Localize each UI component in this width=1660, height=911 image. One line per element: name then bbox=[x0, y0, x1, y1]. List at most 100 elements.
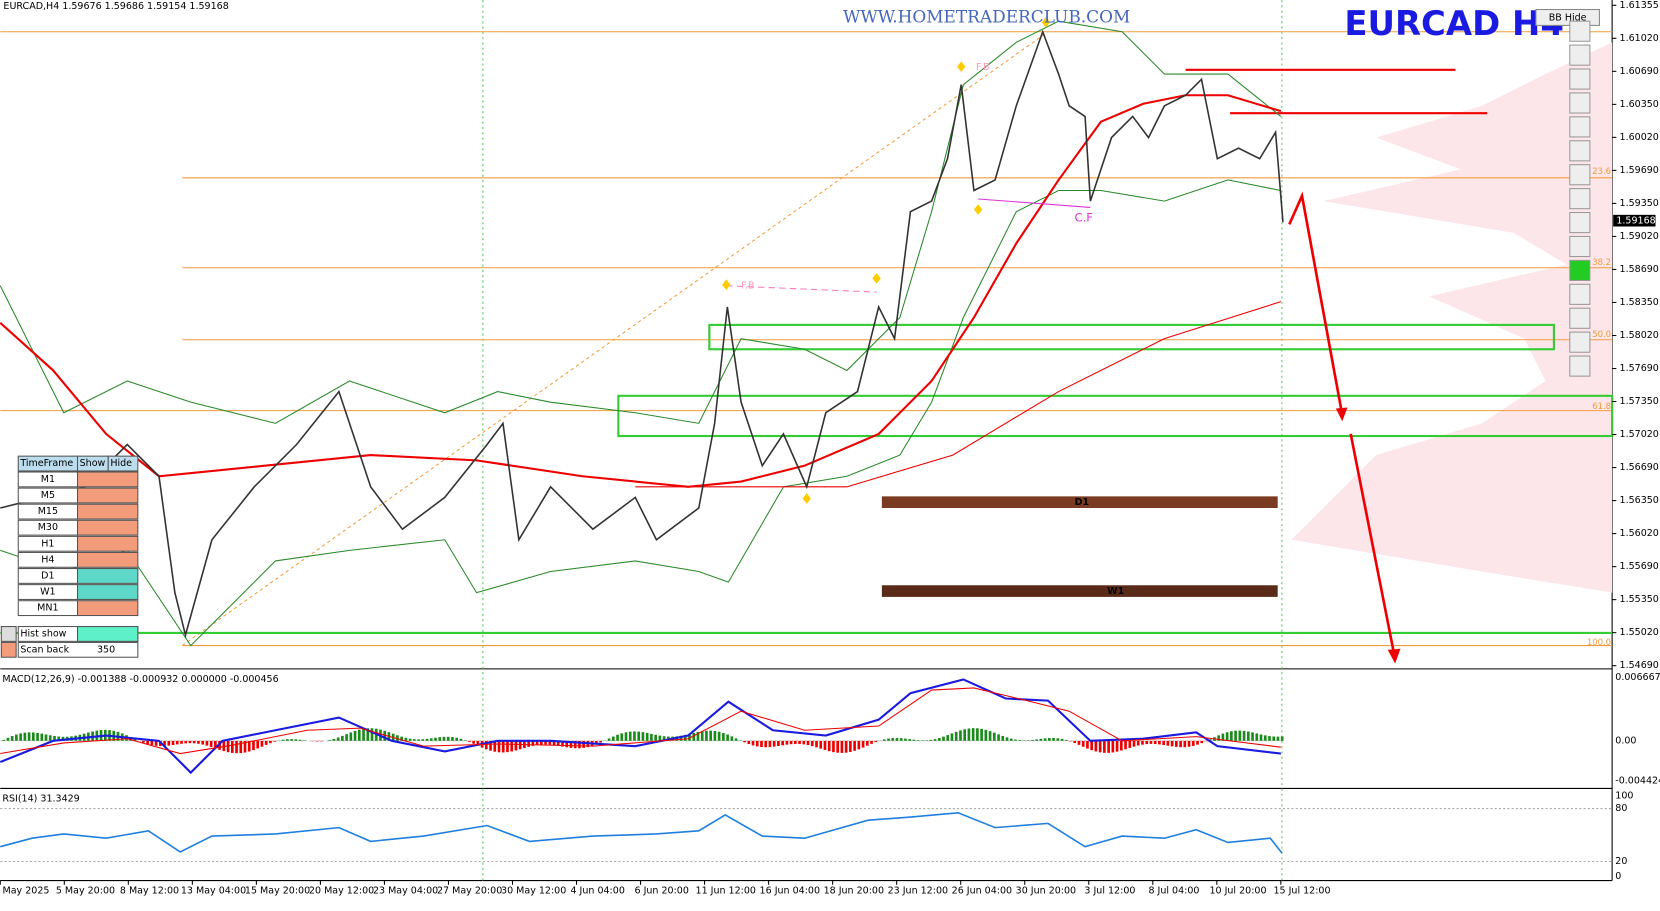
histogram-bar bbox=[32, 732, 35, 740]
timeframe-label[interactable]: M5 bbox=[41, 490, 55, 501]
tool-button[interactable] bbox=[1570, 141, 1590, 161]
histogram-bar bbox=[1103, 741, 1106, 753]
timeframe-status[interactable] bbox=[78, 520, 138, 535]
fib-label: 50.0 bbox=[1592, 329, 1611, 339]
tool-button[interactable] bbox=[1570, 93, 1590, 113]
time-label: 15 Jul 12:00 bbox=[1273, 886, 1330, 897]
tool-button[interactable] bbox=[1570, 213, 1590, 233]
timeframe-label[interactable]: D1 bbox=[41, 570, 54, 581]
timeframe-label[interactable]: H1 bbox=[41, 538, 54, 549]
timeframe-status[interactable] bbox=[78, 569, 138, 584]
pattern-label: F.B bbox=[976, 62, 990, 73]
tool-button[interactable] bbox=[1570, 117, 1590, 137]
histogram-bar bbox=[2, 740, 5, 741]
timeframe-label[interactable]: M1 bbox=[41, 474, 55, 485]
histogram-bar bbox=[460, 739, 463, 741]
histogram-bar bbox=[896, 738, 899, 741]
histogram-bar bbox=[726, 735, 729, 741]
timeframe-status[interactable] bbox=[78, 536, 138, 551]
histogram-bar bbox=[908, 739, 911, 741]
hist-show-label[interactable]: Hist show bbox=[20, 628, 66, 639]
histogram-bar bbox=[824, 741, 827, 750]
histogram-bar bbox=[1073, 741, 1076, 743]
histogram-bar bbox=[294, 739, 297, 741]
time-label: 30 Jun 20:00 bbox=[1016, 886, 1076, 897]
histogram-bar bbox=[426, 739, 429, 741]
timeframe-label[interactable]: MN1 bbox=[37, 603, 58, 614]
histogram-bar bbox=[1006, 737, 1009, 740]
timeframe-status[interactable] bbox=[78, 601, 138, 616]
tool-button[interactable] bbox=[1570, 356, 1590, 376]
timeframe-label[interactable]: W1 bbox=[40, 587, 55, 598]
histogram-bar bbox=[1137, 741, 1140, 746]
tool-button[interactable] bbox=[1570, 260, 1590, 280]
histogram-bar bbox=[24, 733, 27, 741]
fib-label: 23.6 bbox=[1592, 166, 1611, 176]
price-label: 1.55350 bbox=[1620, 594, 1659, 605]
scan-back-value[interactable]: 350 bbox=[97, 644, 115, 655]
zone-label: D1 bbox=[1075, 497, 1090, 508]
histogram-bar bbox=[350, 732, 353, 740]
histogram-bar bbox=[1056, 738, 1059, 741]
histogram-bar bbox=[946, 735, 949, 741]
timeframe-label[interactable]: M30 bbox=[38, 522, 58, 533]
timeframe-label[interactable]: M15 bbox=[38, 506, 58, 517]
time-label: 1 May 2025 bbox=[0, 886, 49, 897]
histogram-bar bbox=[925, 740, 928, 741]
histogram-bar bbox=[316, 741, 319, 742]
time-label: 6 Jun 20:00 bbox=[635, 886, 689, 897]
histogram-bar bbox=[1018, 740, 1021, 741]
macd-label: MACD(12,26,9) -0.001388 -0.000932 0.0000… bbox=[2, 674, 278, 685]
timeframe-status[interactable] bbox=[78, 552, 138, 567]
histogram-bar bbox=[718, 732, 721, 741]
histogram-bar bbox=[176, 741, 179, 745]
histogram-bar bbox=[210, 741, 213, 747]
histogram-bar bbox=[464, 740, 467, 741]
histogram-bar bbox=[646, 733, 649, 741]
histogram-bar bbox=[345, 734, 348, 741]
tool-button[interactable] bbox=[1570, 284, 1590, 304]
panel-icon[interactable] bbox=[1, 627, 16, 642]
panel-icon[interactable] bbox=[1, 642, 16, 657]
timeframe-status[interactable] bbox=[78, 585, 138, 600]
tool-button[interactable] bbox=[1570, 332, 1590, 352]
histogram-bar bbox=[1150, 741, 1153, 744]
timeframe-status[interactable] bbox=[78, 472, 138, 487]
big-title: EURCAD H4 bbox=[1344, 4, 1564, 43]
histogram-bar bbox=[633, 731, 636, 740]
time-label: 23 Jun 12:00 bbox=[888, 886, 948, 897]
histogram-bar bbox=[510, 741, 513, 752]
w1-zone bbox=[882, 585, 1278, 597]
tool-button[interactable] bbox=[1570, 165, 1590, 185]
histogram-bar bbox=[836, 741, 839, 753]
histogram-bar bbox=[197, 741, 200, 744]
histogram-bar bbox=[1167, 741, 1170, 746]
tool-button[interactable] bbox=[1570, 236, 1590, 256]
histogram-bar bbox=[777, 741, 780, 746]
price-label: 1.57350 bbox=[1620, 396, 1659, 407]
scan-back-label: Scan back bbox=[20, 644, 69, 655]
timeframe-label[interactable]: H4 bbox=[41, 554, 54, 565]
time-label: 11 Jun 12:00 bbox=[696, 886, 756, 897]
histogram-bar bbox=[900, 738, 903, 741]
tool-button[interactable] bbox=[1570, 69, 1590, 89]
histogram-bar bbox=[1247, 732, 1250, 741]
hist-show-status[interactable] bbox=[78, 627, 138, 642]
histogram-bar bbox=[794, 741, 797, 744]
time-label: 3 Jul 12:00 bbox=[1084, 886, 1135, 897]
tool-button[interactable] bbox=[1570, 45, 1590, 65]
tool-button[interactable] bbox=[1570, 189, 1590, 209]
time-label: 23 May 04:00 bbox=[373, 886, 438, 897]
timeframe-status[interactable] bbox=[78, 488, 138, 503]
tool-button[interactable] bbox=[1570, 21, 1590, 41]
histogram-bar bbox=[1251, 732, 1254, 740]
histogram-bar bbox=[815, 741, 818, 747]
timeframe-status[interactable] bbox=[78, 504, 138, 519]
pattern-label: C.F bbox=[1074, 211, 1093, 225]
time-label: 4 Jun 04:00 bbox=[570, 886, 624, 897]
histogram-bar bbox=[942, 737, 945, 741]
histogram-bar bbox=[1255, 733, 1258, 740]
histogram-bar bbox=[252, 741, 255, 750]
tool-button[interactable] bbox=[1570, 308, 1590, 328]
histogram-bar bbox=[1230, 731, 1233, 741]
